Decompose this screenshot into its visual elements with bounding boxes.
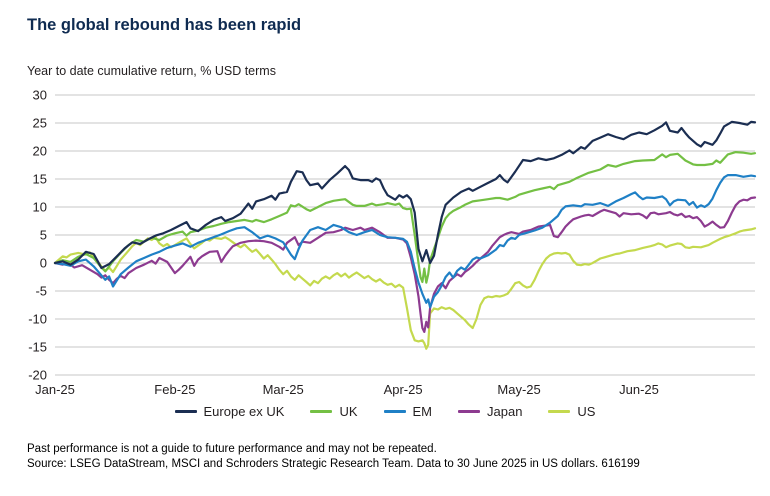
legend-item-japan: Japan — [458, 404, 522, 419]
y-axis-tick-label: 5 — [40, 228, 47, 243]
source-text: Source: LSEG DataStream, MSCI and Schrod… — [27, 457, 640, 470]
legend-item-uk: UK — [310, 404, 358, 419]
y-axis-tick-label: 30 — [33, 88, 47, 103]
chart-footer: Past performance is not a guide to futur… — [27, 442, 640, 471]
x-axis-tick-label: Jan-25 — [35, 382, 75, 397]
legend-swatch-europe-ex-uk — [174, 410, 197, 413]
y-axis-tick-label: -15 — [28, 340, 47, 355]
y-axis-tick-label: 10 — [33, 200, 47, 215]
x-axis-tick-label: Mar-25 — [263, 382, 304, 397]
legend-swatch-uk — [310, 410, 333, 413]
y-axis-tick-label: 25 — [33, 116, 47, 131]
series-line-us — [53, 227, 757, 350]
chart-legend: Europe ex UK UK EM Japan US — [0, 404, 770, 419]
x-axis-tick-label: Jun-25 — [619, 382, 659, 397]
disclaimer-text: Past performance is not a guide to futur… — [27, 443, 437, 455]
page-title: The global rebound has been rapid — [27, 16, 302, 34]
x-axis-tick-label: May-25 — [497, 382, 540, 397]
legend-item-us: US — [548, 404, 595, 419]
y-axis-tick-label: 20 — [33, 144, 47, 159]
x-axis-tick-label: Apr-25 — [384, 382, 423, 397]
legend-label: US — [577, 404, 596, 419]
y-axis-tick-label: -20 — [28, 368, 47, 383]
legend-label: Japan — [487, 404, 523, 419]
y-axis-tick-label: -5 — [35, 284, 47, 299]
legend-swatch-us — [548, 410, 571, 413]
y-axis-tick-label: 15 — [33, 172, 47, 187]
series-line-em — [53, 173, 757, 309]
legend-label: Europe ex UK — [203, 404, 285, 419]
legend-item-em: EM — [383, 404, 433, 419]
chart-subtitle: Year to date cumulative return, % USD te… — [27, 64, 276, 78]
y-axis-tick-label: -10 — [28, 312, 47, 327]
legend-label: UK — [339, 404, 358, 419]
y-axis-tick-label: 0 — [40, 256, 47, 271]
series-line-uk — [53, 150, 757, 284]
legend-swatch-em — [383, 410, 406, 413]
legend-item-europe-ex-uk: Europe ex UK — [174, 404, 285, 419]
series-line-europe-ex-uk — [53, 120, 757, 270]
x-axis-tick-label: Feb-25 — [154, 382, 195, 397]
legend-label: EM — [412, 404, 433, 419]
legend-swatch-japan — [458, 410, 480, 413]
series-line-japan — [53, 196, 757, 333]
